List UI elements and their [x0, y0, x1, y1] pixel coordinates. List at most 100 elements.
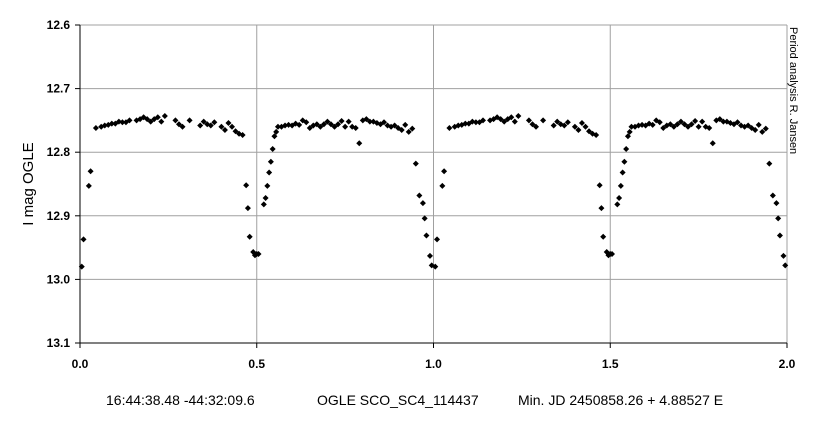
data-point: [317, 123, 324, 130]
y-tick-label: 13.0: [47, 272, 71, 286]
data-point: [421, 215, 428, 222]
data-point: [225, 119, 232, 126]
data-point: [759, 128, 766, 135]
data-point: [269, 146, 276, 153]
data-point: [342, 123, 349, 130]
data-point: [619, 169, 626, 176]
data-point: [266, 169, 273, 176]
data-point: [161, 112, 168, 119]
data-point: [554, 118, 561, 125]
data-point: [432, 263, 439, 270]
data-point: [412, 160, 419, 167]
data-point: [578, 119, 585, 126]
data-point: [533, 123, 540, 130]
data-point: [776, 232, 783, 239]
data-point: [179, 123, 186, 130]
data-point: [609, 250, 616, 257]
data-point: [306, 125, 313, 132]
data-point: [246, 233, 253, 240]
data-point: [508, 114, 515, 121]
data-point: [706, 125, 713, 132]
data-point: [144, 116, 151, 123]
data-point: [255, 250, 262, 257]
data-point: [402, 121, 409, 128]
data-point: [540, 117, 547, 124]
data-point: [126, 117, 133, 124]
data-point: [586, 128, 593, 135]
data-point: [320, 121, 327, 128]
data-point: [218, 123, 225, 130]
data-point: [423, 232, 430, 239]
data-point: [628, 123, 635, 130]
data-point: [92, 125, 99, 132]
data-point: [158, 118, 165, 125]
x-tick-label: 1.5: [602, 357, 619, 371]
data-point: [391, 122, 398, 129]
data-point: [303, 119, 310, 126]
data-point: [232, 128, 239, 135]
data-point: [426, 252, 433, 259]
data-point: [769, 192, 776, 199]
y-tick-label: 12.7: [47, 82, 71, 96]
data-point: [271, 133, 278, 140]
data-point: [87, 168, 94, 175]
x-tick-label: 0.5: [248, 357, 265, 371]
data-point: [623, 146, 630, 153]
vertical-gridlines: [256, 25, 788, 343]
data-point: [274, 123, 281, 130]
data-point: [624, 133, 631, 140]
data-point: [338, 118, 345, 125]
data-point: [243, 182, 250, 189]
data-point: [614, 201, 621, 208]
data-point: [324, 118, 331, 125]
data-point: [108, 120, 115, 127]
data-point: [78, 263, 85, 270]
data-point: [80, 236, 87, 243]
data-point: [345, 118, 352, 125]
data-point: [479, 117, 486, 124]
data-point: [511, 118, 518, 125]
data-point: [752, 126, 759, 133]
data-point: [695, 123, 702, 130]
data-point: [773, 200, 780, 207]
data-point: [626, 128, 633, 135]
data-point: [175, 121, 182, 128]
data-point: [416, 192, 423, 199]
data-point: [670, 123, 677, 130]
data-point: [667, 121, 674, 128]
data-point: [617, 182, 624, 189]
data-point: [273, 128, 280, 135]
data-point: [716, 116, 723, 123]
data-point: [515, 112, 522, 119]
data-point: [207, 122, 214, 129]
data-point: [439, 182, 446, 189]
data-point: [356, 140, 363, 147]
data-point: [264, 182, 271, 189]
data-point: [596, 182, 603, 189]
data-point: [738, 122, 745, 129]
data-point: [147, 118, 154, 125]
data-point: [409, 125, 416, 132]
x-tick-label: 0.0: [72, 357, 89, 371]
data-point: [260, 201, 267, 208]
data-point: [221, 126, 228, 133]
data-point: [398, 126, 405, 133]
data-point: [674, 121, 681, 128]
data-points: [78, 112, 789, 270]
x-tick-labels: 0.0 0.5 1.0 1.5 2.0: [72, 343, 796, 371]
data-point: [267, 158, 274, 165]
data-point: [564, 119, 571, 126]
data-point: [251, 252, 258, 259]
data-point: [262, 194, 269, 201]
data-point: [446, 125, 453, 132]
data-point: [600, 233, 607, 240]
data-point: [649, 121, 656, 128]
data-point: [441, 168, 448, 175]
data-point: [582, 123, 589, 130]
x-tick-label: 2.0: [779, 357, 796, 371]
data-point: [352, 125, 359, 132]
data-point: [331, 123, 338, 130]
data-point: [720, 118, 727, 125]
data-point: [660, 125, 667, 132]
data-point: [692, 118, 699, 125]
